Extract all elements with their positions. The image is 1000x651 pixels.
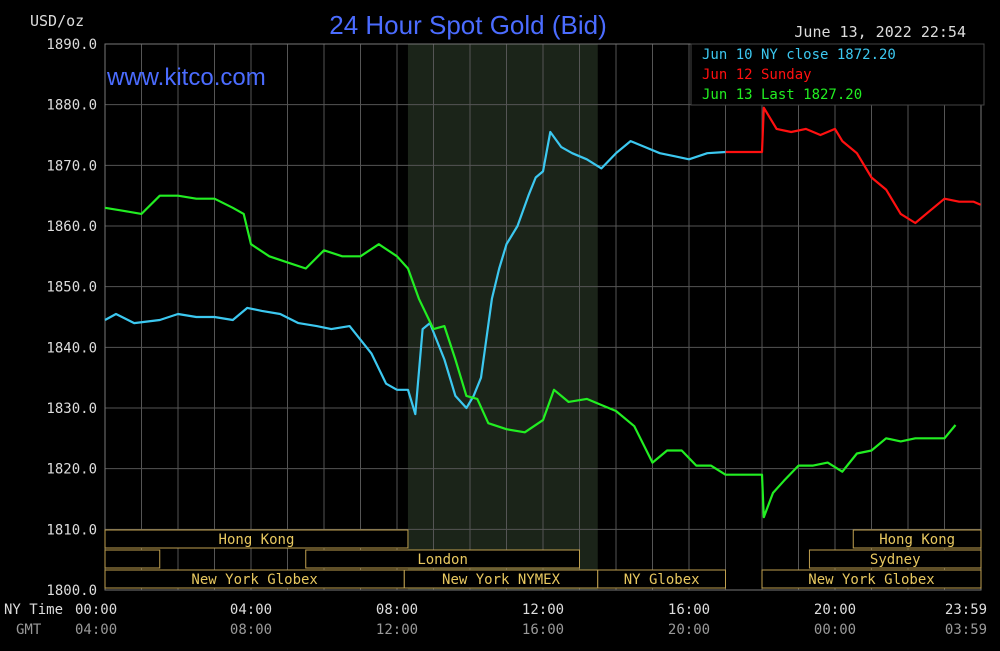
x-tick-label-gmt: 12:00 (376, 622, 418, 638)
ny-time-row-label: NY Time (4, 602, 63, 618)
legend-box (690, 43, 985, 106)
y-tick-label: 1820.0 (46, 462, 97, 478)
x-tick-label-gmt: 03:59 (945, 622, 987, 638)
x-tick-label-gmt: 16:00 (522, 622, 564, 638)
x-tick-label-ny: 04:00 (230, 602, 272, 618)
session-band-label: Sydney (870, 552, 921, 568)
series-line-0 (104, 130, 726, 416)
y-tick-label: 1840.0 (46, 340, 97, 356)
y-axis-ticks: 1890.0 1880.0 1870.0 1860.0 1850.0 1840.0 1830… (46, 37, 97, 599)
session-band-box (761, 569, 982, 589)
shaded-region-layer (407, 44, 598, 590)
y-tick-label: 1850.0 (46, 280, 97, 296)
legend: Jun 10 NY close 1872.20 Jun 12 Sunday Ju… (690, 43, 985, 106)
session-band: New York Globex (104, 569, 405, 589)
session-band-label: New York Globex (808, 572, 934, 588)
x-tick-label-gmt: 08:00 (230, 622, 272, 638)
x-tick-label-ny: 23:59 (945, 602, 987, 618)
session-band-box (852, 529, 982, 549)
y-tick-label: 1860.0 (46, 219, 97, 235)
y-tick-label: 1880.0 (46, 98, 97, 114)
legend-entry-jun12: Jun 12 Sunday (702, 67, 812, 83)
y-tick-label: 1800.0 (46, 583, 97, 599)
session-band: Hong Kong (104, 529, 409, 549)
legend-entry-jun10: Jun 10 NY close 1872.20 (702, 47, 896, 63)
session-band-box (305, 549, 580, 569)
x-tick-label-ny: 20:00 (814, 602, 856, 618)
session-band: London (305, 549, 580, 569)
session-band: NY Globex (597, 569, 726, 589)
watermark-text: www.kitco.com (106, 64, 266, 91)
session-band-label: NY Globex (624, 572, 700, 588)
session-band: New York Globex (761, 569, 982, 589)
x-tick-label-gmt: 00:00 (814, 622, 856, 638)
x-tick-label-ny: 16:00 (668, 602, 710, 618)
y-tick-label: 1890.0 (46, 37, 97, 53)
session-band-box (104, 529, 409, 549)
chart-title: 24 Hour Spot Gold (Bid) (329, 10, 606, 40)
x-tick-label-gmt: 04:00 (75, 622, 117, 638)
session-band-box (808, 549, 982, 569)
series-layer (104, 106, 982, 519)
session-band (104, 549, 161, 569)
x-tick-label-ny: 00:00 (75, 602, 117, 618)
x-axis-ticks: 00:00 04:00 04:00 08:00 08:00 12:00 12:00 16:00… (75, 602, 987, 638)
legend-entry-jun13: Jun 13 Last 1827.20 (702, 87, 862, 103)
session-band-box (597, 569, 726, 589)
session-band: Sydney (808, 549, 982, 569)
timestamp: June 13, 2022 22:54 (794, 23, 966, 41)
plot-frame (104, 43, 982, 591)
series-line-2 (104, 194, 957, 519)
session-band: New York NYMEX (403, 569, 599, 589)
session-band-label: London (417, 552, 468, 568)
session-band-label: Hong Kong (219, 532, 295, 548)
y-tick-label: 1810.0 (46, 522, 97, 538)
y-tick-label: 1830.0 (46, 401, 97, 417)
x-tick-label-ny: 08:00 (376, 602, 418, 618)
shaded-trading-region (407, 44, 598, 590)
session-bands: Hong Kong Hong Kong London Sydney New York G… (104, 529, 982, 589)
y-tick-label: 1870.0 (46, 158, 97, 174)
session-band: Hong Kong (852, 529, 982, 549)
gmt-row-label: GMT (16, 622, 42, 638)
y-axis-unit-label: USD/oz (30, 12, 84, 30)
session-band-label: New York Globex (191, 572, 317, 588)
session-band-box (104, 549, 161, 569)
x-tick-label-gmt: 20:00 (668, 622, 710, 638)
series-line-1 (725, 106, 982, 225)
session-band-label: New York NYMEX (442, 572, 561, 588)
x-tick-label-ny: 12:00 (522, 602, 564, 618)
session-band-label: Hong Kong (879, 532, 955, 548)
